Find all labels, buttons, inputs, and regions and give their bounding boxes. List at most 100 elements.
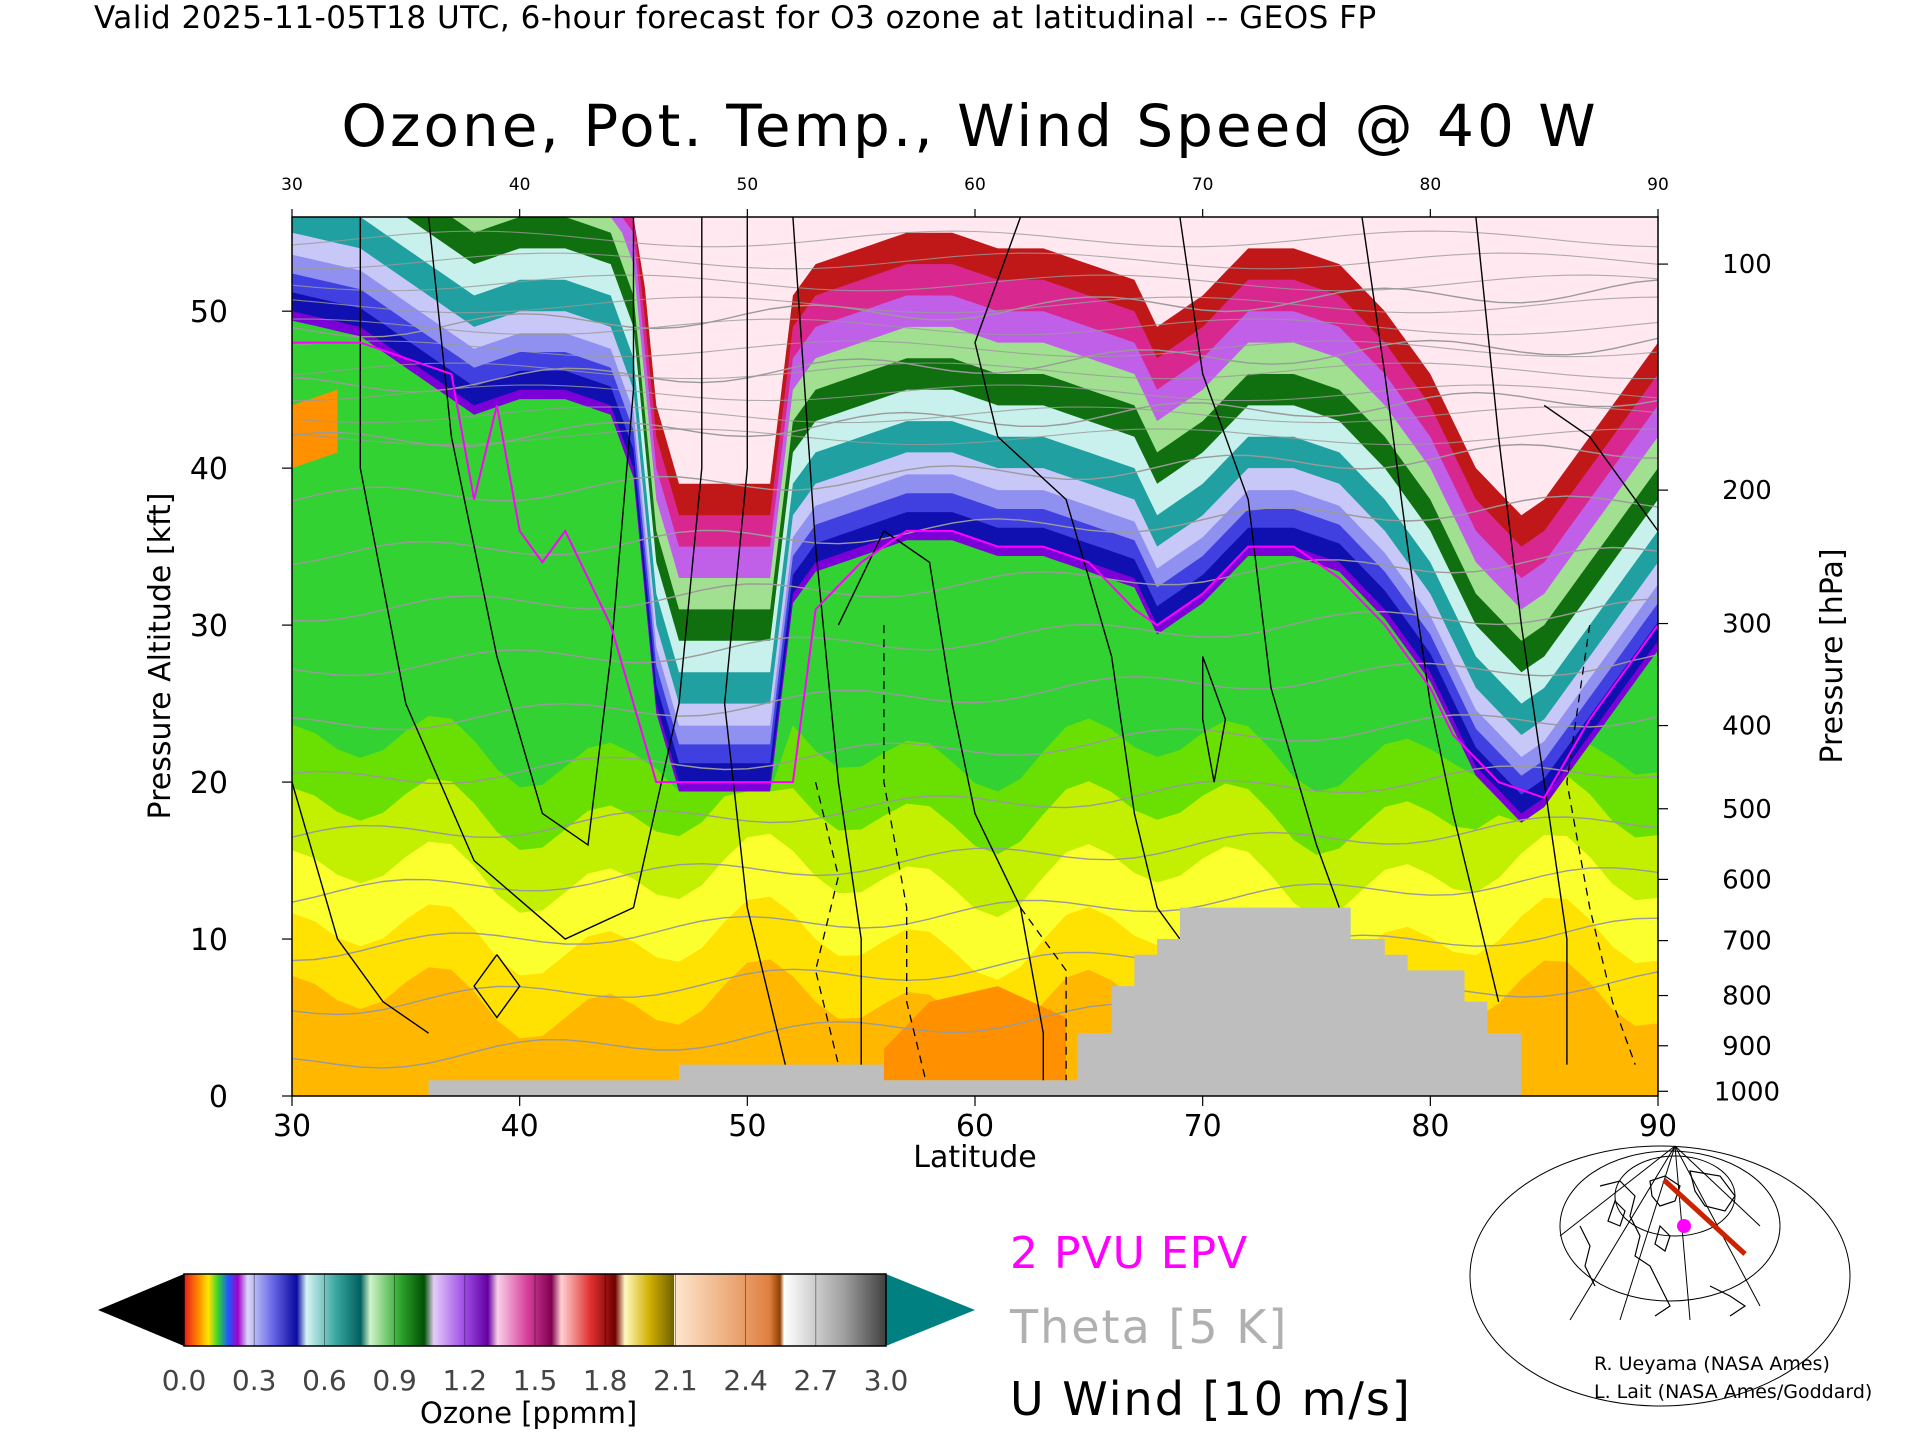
y-tick-label: 50 — [190, 295, 228, 330]
legend-theta: Theta [5 K] — [1010, 1300, 1289, 1354]
credit-line-2: L. Lait (NASA Ames/Goddard) — [1594, 1381, 1873, 1403]
pressure-tick-label: 100 — [1722, 250, 1772, 280]
colorbar-tick-label: 2.1 — [653, 1364, 698, 1397]
pressure-tick-label: 900 — [1722, 1032, 1772, 1062]
u-wind-line — [427, 217, 635, 847]
pressure-tick-label: 300 — [1722, 610, 1772, 640]
ozone-orange-patch — [292, 389, 338, 469]
x-axis-title: Latitude — [913, 1140, 1036, 1175]
colorbar-body-b — [674, 1274, 886, 1346]
colorbar-tick-label: 0.0 — [162, 1364, 207, 1397]
x-tick-label: 40 — [501, 1109, 539, 1144]
theta-contours — [292, 230, 1658, 1069]
u-wind-line — [359, 217, 703, 940]
x-top-tick-label: 50 — [737, 175, 759, 195]
u-wind-line — [1543, 404, 1658, 532]
colorbar-tick-label: 2.7 — [794, 1364, 839, 1397]
x-top-tick-label: 40 — [509, 175, 531, 195]
theta-line — [292, 654, 1658, 731]
ozone-orange-patch — [883, 986, 1067, 1081]
theta-line — [292, 866, 1658, 962]
theta-line — [292, 337, 1658, 393]
u-wind-line — [723, 217, 794, 1096]
theta-line — [292, 714, 1658, 785]
x-top-tick-label: 30 — [281, 175, 303, 195]
colorbar-tick-label: 1.2 — [443, 1364, 488, 1397]
chart-title: Ozone, Pot. Temp., Wind Speed @ 40 W — [341, 92, 1599, 160]
pressure-tick-label: 1000 — [1714, 1077, 1780, 1107]
theta-line — [292, 274, 1658, 292]
y-tick-label: 30 — [190, 609, 228, 644]
u-wind-line — [1361, 217, 1500, 1002]
header-line: Valid 2025-11-05T18 UTC, 6-hour forecast… — [94, 0, 1377, 36]
x-tick-label: 30 — [273, 1109, 311, 1144]
x-tick-label: 60 — [956, 1109, 994, 1144]
theta-line — [292, 362, 1658, 380]
theta-line — [292, 443, 1658, 502]
x-top-tick-label: 70 — [1192, 175, 1214, 195]
theta-line — [292, 816, 1658, 903]
colorbar-body-a — [184, 1274, 674, 1346]
y-tick-label: 10 — [190, 923, 228, 958]
theta-line — [292, 252, 1658, 270]
theta-line — [292, 495, 1658, 566]
colorbar-tick-label: 1.8 — [583, 1364, 628, 1397]
u-wind-line-negative — [1019, 907, 1067, 1096]
colorbar-tick-label: 0.9 — [372, 1364, 417, 1397]
theta-line — [292, 230, 1658, 248]
plot-area — [292, 217, 1658, 1096]
x-tick-label: 80 — [1411, 1109, 1449, 1144]
theta-line — [292, 391, 1658, 448]
theta-line — [292, 340, 1658, 358]
colorbar-low-arrow — [98, 1274, 184, 1346]
theta-line — [292, 765, 1658, 839]
pressure-tick-label: 700 — [1722, 927, 1772, 957]
u-wind-contours — [292, 217, 1658, 1096]
u-wind-line — [1202, 656, 1227, 783]
x-top-tick-label: 60 — [964, 175, 986, 195]
x-top-tick-label: 90 — [1647, 175, 1669, 195]
u-wind-line — [974, 217, 1181, 940]
theta-line — [292, 546, 1658, 622]
theta-line — [292, 428, 1658, 446]
colorbar-tick-label: 1.5 — [513, 1364, 558, 1397]
colorbar-high-arrow — [886, 1274, 975, 1346]
u-wind-line — [1179, 217, 1340, 908]
colorbar-tick-label: 0.3 — [232, 1364, 277, 1397]
u-wind-line-negative — [883, 625, 931, 1096]
colorbar-tick-label: 2.4 — [723, 1364, 768, 1397]
colorbar-tick-label: 3.0 — [864, 1364, 909, 1397]
credit-line-1: R. Ueyama (NASA Ames) — [1594, 1353, 1830, 1375]
theta-line — [292, 318, 1658, 336]
theta-line — [292, 296, 1658, 314]
surface-terrain — [292, 907, 1658, 1096]
colorbar-tick-label: 0.6 — [302, 1364, 347, 1397]
pressure-tick-label: 600 — [1722, 865, 1772, 895]
pressure-tick-label: 400 — [1722, 712, 1772, 742]
u-wind-line — [1475, 217, 1568, 1065]
colorbar-label: Ozone [ppmm] — [420, 1396, 638, 1430]
locator-track — [1662, 1178, 1747, 1256]
y2-axis-title: Pressure [hPa] — [1815, 548, 1850, 763]
theta-line — [292, 406, 1658, 424]
y-tick-label: 40 — [190, 452, 228, 487]
locator-marker — [1677, 1219, 1691, 1233]
x-tick-label: 50 — [728, 1109, 766, 1144]
x-tick-label: 70 — [1184, 1109, 1222, 1144]
u-wind-line — [292, 781, 429, 1034]
locator-map — [1469, 1145, 1851, 1407]
colorbar: 0.0 0.3 0.6 0.9 1.2 1.5 1.8 2.1 2.4 2.7 3.0 — [98, 1273, 975, 1397]
y-axis-title: Pressure Altitude [kft] — [143, 493, 178, 820]
epv-2pvu-line — [292, 341, 1658, 800]
pressure-tick-label: 500 — [1722, 795, 1772, 825]
theta-line — [292, 279, 1658, 338]
y-tick-label: 20 — [190, 766, 228, 801]
legend-uwind: U Wind [10 m/s] — [1010, 1372, 1412, 1426]
u-wind-line — [473, 954, 521, 1019]
u-wind-line — [837, 529, 1044, 1096]
x-tick-label: 90 — [1639, 1109, 1677, 1144]
theta-line — [292, 598, 1658, 677]
theta-line — [292, 384, 1658, 402]
axis-ticks: 3030404050506060707080809090010203040501… — [190, 175, 1780, 1144]
